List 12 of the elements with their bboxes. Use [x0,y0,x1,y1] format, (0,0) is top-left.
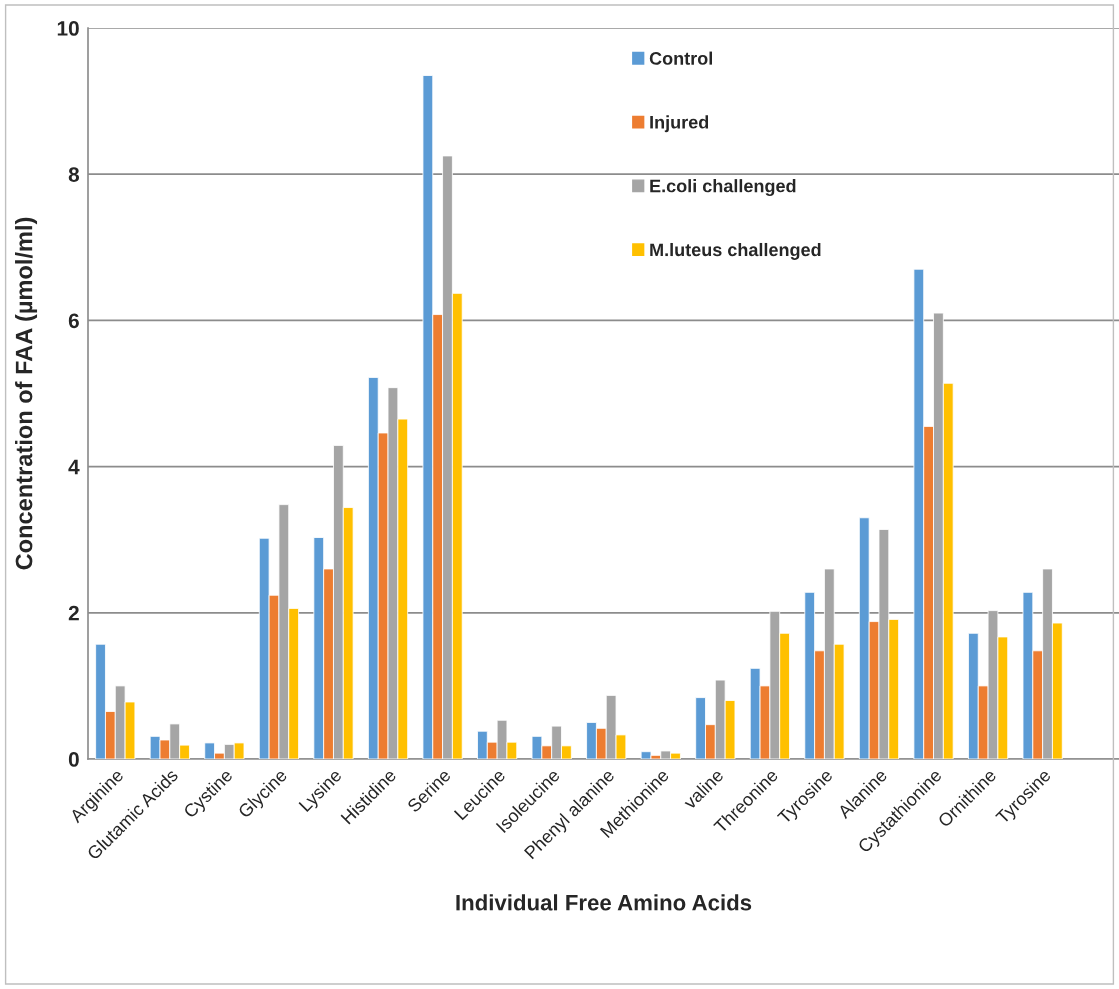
y-tick-label: 8 [68,167,80,182]
legend-label: Injured [650,115,709,133]
y-tick-label: 2 [68,605,79,621]
y-tick-label: 10 [57,21,79,36]
legend-label: E.coli challenged [650,179,796,197]
y-tick-label: 4 [68,459,80,475]
y-axis-title: Concentration of FAA (µmol/ml) [15,217,38,570]
y-tick-label: 0 [68,752,79,767]
x-axis-title: Individual Free Amino Acids [456,894,752,911]
legend-label: Control [649,51,712,65]
legend-label: M.luteus challenged [650,242,821,260]
y-tick-label: 6 [68,313,79,329]
